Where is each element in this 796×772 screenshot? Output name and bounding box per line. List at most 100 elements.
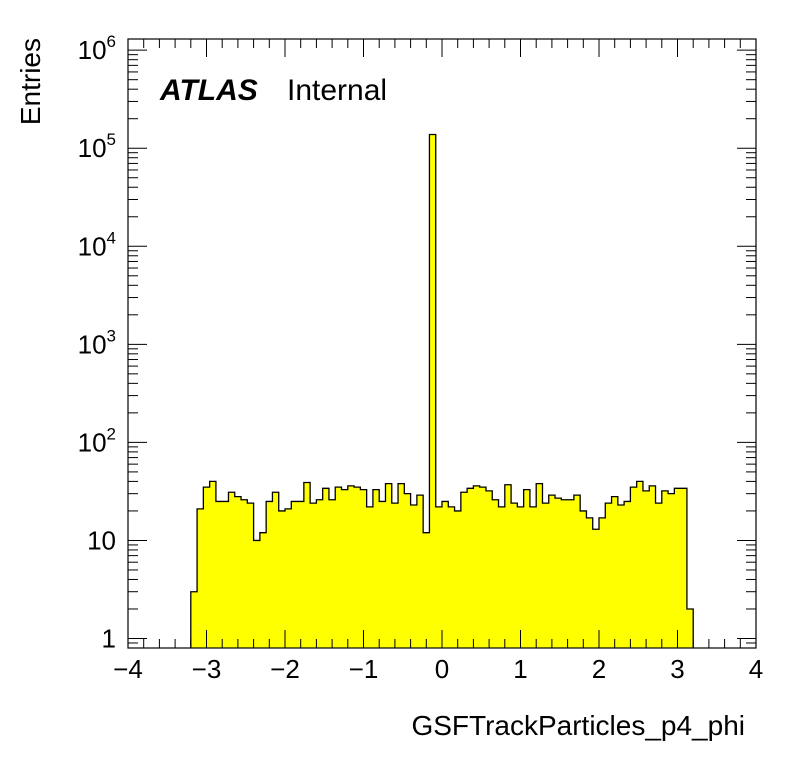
histogram-bar	[573, 495, 581, 648]
histogram-bar	[523, 489, 531, 648]
histogram-bar	[504, 484, 512, 648]
histogram-bar	[605, 503, 612, 648]
histogram-bar	[316, 499, 324, 648]
x-tick-label: −3	[192, 654, 222, 684]
x-tick-label: 3	[670, 654, 684, 684]
histogram-bar	[215, 501, 223, 648]
histogram-bar	[366, 506, 374, 648]
histogram-bar	[661, 490, 669, 648]
histogram-bar	[197, 508, 204, 648]
histogram-bar	[278, 510, 286, 648]
histogram-bar	[291, 501, 298, 648]
histogram-bar	[297, 501, 305, 648]
x-tick-label: −1	[349, 654, 379, 684]
histogram-bar	[259, 532, 267, 648]
histogram-bar	[498, 506, 506, 648]
histogram-bar	[435, 506, 443, 648]
histogram-bar	[341, 489, 349, 648]
histogram-bar	[203, 487, 211, 648]
histogram-bar	[617, 504, 625, 648]
axis-ticks	[127, 39, 757, 649]
y-tick-label: 105	[78, 130, 116, 163]
y-tick-label: 102	[78, 424, 116, 457]
histogram-bar	[266, 501, 273, 648]
histogram-bar	[385, 483, 393, 648]
histogram-bar	[241, 499, 248, 648]
histogram-bar	[423, 532, 430, 648]
histogram-bar	[209, 481, 217, 648]
histogram-bar	[674, 488, 682, 648]
histogram-bar	[391, 503, 399, 648]
histogram-bar	[410, 504, 418, 648]
histogram-bar	[272, 492, 280, 648]
x-axis-title: GSFTrackParticles_p4_phi	[411, 710, 745, 741]
histogram-bar	[555, 498, 562, 648]
histogram-bar	[467, 488, 474, 648]
x-tick-label: 4	[749, 654, 763, 684]
histogram-bar	[680, 488, 688, 648]
histogram-bar	[567, 499, 575, 648]
histogram-bar	[448, 506, 455, 648]
histogram-bar	[228, 492, 236, 648]
histogram-bar	[686, 608, 694, 648]
histogram-outline	[190, 133, 694, 648]
histogram-bar	[460, 492, 468, 648]
x-tick-label: −4	[113, 654, 143, 684]
y-tick-label: 104	[78, 228, 116, 261]
x-tick-label: 0	[435, 654, 449, 684]
histogram-bar	[347, 485, 355, 648]
x-tick-label: 1	[513, 654, 527, 684]
histogram-bar	[529, 506, 537, 648]
histogram-bar	[360, 489, 368, 648]
histogram-bar	[429, 134, 437, 648]
x-tick-labels: −4 −3 −2 −1 0 1 2 3 4	[113, 654, 763, 684]
histogram-bar	[655, 503, 663, 648]
histogram-bar	[649, 485, 656, 648]
histogram-bar	[416, 495, 424, 648]
histogram-bar	[542, 503, 550, 648]
histogram-bar	[599, 517, 606, 648]
histogram-bar	[372, 489, 380, 648]
histogram-bar	[222, 501, 229, 648]
histogram-bar	[442, 501, 449, 648]
histogram-bar	[561, 499, 568, 648]
histogram-bar	[511, 503, 518, 648]
internal-label: Internal	[287, 74, 387, 107]
histogram-bar	[454, 510, 462, 648]
histogram-bar	[548, 495, 556, 648]
histogram-bar	[580, 510, 587, 648]
histogram-bar	[517, 506, 525, 648]
y-tick-label: 10	[87, 525, 116, 555]
x-tick-label: 2	[592, 654, 606, 684]
histogram-bar	[398, 483, 405, 648]
histogram-bar	[404, 493, 411, 648]
histogram-bar	[592, 529, 600, 648]
histogram-bar	[479, 487, 487, 648]
histogram-bar	[190, 591, 198, 648]
histogram-bar	[247, 503, 254, 648]
histogram-bar	[624, 501, 631, 648]
histogram-bar	[473, 485, 481, 648]
histogram-bar	[303, 482, 311, 648]
histogram-bar	[636, 481, 644, 648]
y-tick-label: 1	[102, 623, 116, 653]
histogram-bar	[492, 499, 499, 648]
histogram-bar	[611, 496, 619, 648]
histogram-bar	[586, 517, 594, 648]
histogram-bar	[234, 496, 242, 648]
histogram-bar	[310, 503, 317, 648]
histogram-bar	[328, 499, 336, 648]
x-tick-label: −2	[270, 654, 300, 684]
y-axis-title: Entries	[15, 38, 46, 125]
histogram-bar	[253, 540, 261, 648]
histogram-bar	[379, 501, 386, 648]
histogram-bar	[630, 487, 638, 648]
histogram-bar	[354, 487, 361, 648]
histogram-bars	[190, 133, 694, 648]
plot-frame	[127, 38, 757, 649]
histogram-bar	[322, 488, 330, 648]
y-tick-label: 103	[78, 326, 116, 359]
histogram-bar	[335, 487, 342, 648]
histogram-bar	[485, 490, 493, 648]
